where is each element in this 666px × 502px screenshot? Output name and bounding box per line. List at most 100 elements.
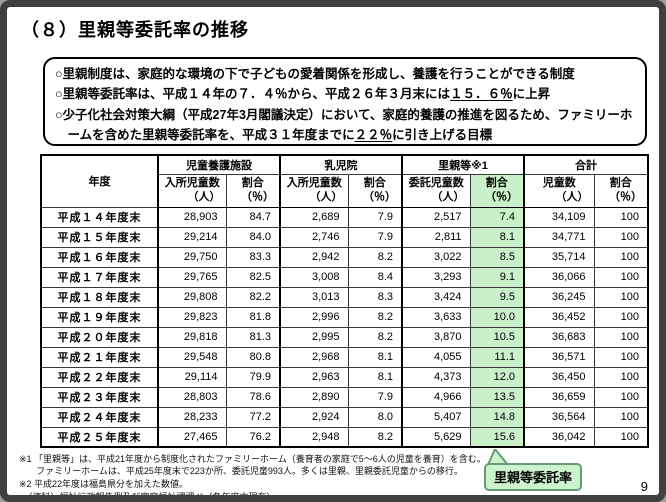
data-value-cell: 2,996: [279, 306, 349, 328]
header-g4-count: 児童数 （人）: [523, 173, 595, 208]
data-value-cell: 2,942: [279, 246, 349, 268]
data-value-cell: 34,771: [523, 226, 595, 248]
data-value-cell: 36,245: [523, 286, 595, 308]
foster-rate-table: 年度 児童養護施設 乳児院 里親等※1 合計 入所児童数 （人） 割合 （％） 入所…: [40, 154, 649, 448]
data-value-cell: 36,066: [523, 266, 595, 288]
row-year-label: 平成２３年度末: [40, 386, 159, 408]
table-row: 平成２０年度末 29,818 81.3 2,995 8.2 3,870 10.5 36,683…: [40, 326, 649, 348]
table-row: 平成１６年度末 29,750 83.3 2,942 8.2 3,022 8.5 35,714 1…: [40, 246, 649, 268]
foster-rate-callout: 里親等委託率: [484, 463, 583, 491]
data-value-cell: 100: [593, 326, 649, 348]
table-row: 平成１８年度末 29,808 82.2 3,013 8.3 3,424 9.5 36,245 1…: [40, 286, 649, 308]
data-value-cell: 2,811: [401, 226, 471, 248]
data-value-cell: 83.3: [225, 246, 281, 268]
data-value-cell: 8.2: [347, 306, 403, 328]
data-value-cell: 100: [593, 366, 649, 388]
data-value-cell: 28,903: [157, 206, 227, 228]
summary-bullet-1: ○里親制度は、家庭的な環境の下で子どもの愛着関係を形成し、養護を行うことができる…: [55, 67, 575, 81]
foster-rate-value-cell: 9.5: [469, 286, 525, 308]
data-value-cell: 100: [593, 226, 649, 248]
data-value-cell: 2,924: [279, 406, 349, 428]
data-value-cell: 5,407: [401, 406, 471, 428]
data-value-cell: 7.9: [347, 386, 403, 408]
header-g1-count: 入所児童数 （人）: [157, 173, 227, 208]
header-g4-rate: 割合 （％）: [593, 173, 649, 208]
data-value-cell: 29,765: [157, 266, 227, 288]
data-value-cell: 2,948: [279, 426, 349, 448]
source-note: （資料）福祉行政報告例及び家庭福祉課調べ（各年度末現在）: [23, 491, 276, 502]
data-value-cell: 2,890: [279, 386, 349, 408]
header-year: 年度: [40, 154, 159, 208]
data-value-cell: 4,373: [401, 366, 471, 388]
table-row: 平成２５年度末 27,465 76.2 2,948 8.2 5,629 15.6 36,042…: [40, 426, 649, 448]
table-row: 平成１７年度末 29,765 82.5 3,008 8.4 3,293 9.1 36,066 1…: [40, 266, 649, 288]
data-value-cell: 77.2: [225, 406, 281, 428]
data-value-cell: 8.2: [347, 246, 403, 268]
foster-rate-value-cell: 14.8: [469, 406, 525, 428]
data-value-cell: 8.1: [347, 366, 403, 388]
data-value-cell: 8.2: [347, 426, 403, 448]
summary-box: ○里親制度は、家庭的な環境の下で子どもの愛着関係を形成し、養護を行うことができる…: [43, 57, 647, 146]
foster-rate-value-cell: 8.1: [469, 226, 525, 248]
table-row: 平成１４年度末 28,903 84.7 2,689 7.9 2,517 7.4 34,109 1…: [40, 206, 649, 228]
data-value-cell: 80.8: [225, 346, 281, 368]
data-value-cell: 3,424: [401, 286, 471, 308]
data-value-cell: 36,683: [523, 326, 595, 348]
data-value-cell: 29,114: [157, 366, 227, 388]
header-g2-rate: 割合 （％）: [347, 173, 403, 208]
data-value-cell: 84.7: [225, 206, 281, 228]
underlined-rate: １５．６％: [450, 87, 513, 102]
table-row: 平成１５年度末 29,214 84.0 2,746 7.9 2,811 8.1 34,771 1…: [40, 226, 649, 248]
header-g2-count: 入所児童数 （人）: [279, 173, 349, 208]
data-value-cell: 3,013: [279, 286, 349, 308]
data-value-cell: 100: [593, 286, 649, 308]
data-value-cell: 2,968: [279, 346, 349, 368]
footnote-1-line-1: ※1 「里親等」は、平成21年度から制度化されたファミリーホーム（養育者の家庭で…: [19, 454, 486, 464]
header-group-satooya: 里親等※1: [401, 154, 525, 175]
foster-rate-value-cell: 11.1: [469, 346, 525, 368]
underlined-target: ２２％: [354, 127, 393, 142]
data-value-cell: 100: [593, 246, 649, 268]
row-year-label: 平成１７年度末: [40, 266, 159, 288]
data-value-cell: 8.2: [347, 326, 403, 348]
data-value-cell: 76.2: [225, 426, 281, 448]
data-value-cell: 78.6: [225, 386, 281, 408]
table-row: 平成２２年度末 29,114 79.9 2,963 8.1 4,373 12.0 36,450…: [40, 366, 649, 388]
data-value-cell: 7.9: [347, 206, 403, 228]
data-value-cell: 82.5: [225, 266, 281, 288]
summary-bullet-2: ○里親等委託率は、平成１４年の７．４％から、平成２６年３月末には１５．６％に上昇: [55, 87, 551, 102]
data-value-cell: 5,629: [401, 426, 471, 448]
header-g3-rate-highlighted: 割合 （％）: [469, 173, 525, 208]
data-value-cell: 3,022: [401, 246, 471, 268]
data-value-cell: 36,452: [523, 306, 595, 328]
data-value-cell: 34,109: [523, 206, 595, 228]
row-year-label: 平成２０年度末: [40, 326, 159, 348]
data-value-cell: 29,548: [157, 346, 227, 368]
data-value-cell: 81.8: [225, 306, 281, 328]
foster-rate-value-cell: 13.5: [469, 386, 525, 408]
data-value-cell: 29,750: [157, 246, 227, 268]
data-value-cell: 28,803: [157, 386, 227, 408]
data-value-cell: 82.2: [225, 286, 281, 308]
data-value-cell: 35,714: [523, 246, 595, 268]
data-value-cell: 7.9: [347, 226, 403, 248]
row-year-label: 平成２４年度末: [40, 406, 159, 428]
table-row: 平成２４年度末 28,233 77.2 2,924 8.0 5,407 14.8 36,564…: [40, 406, 649, 428]
data-value-cell: 79.9: [225, 366, 281, 388]
row-year-label: 平成２５年度末: [40, 426, 159, 448]
data-value-cell: 84.0: [225, 226, 281, 248]
foster-rate-value-cell: 8.5: [469, 246, 525, 268]
row-year-label: 平成１５年度末: [40, 226, 159, 248]
data-value-cell: 3,008: [279, 266, 349, 288]
table-row: 平成２１年度末 29,548 80.8 2,968 8.1 4,055 11.1 36,571…: [40, 346, 649, 368]
foster-rate-value-cell: 10.5: [469, 326, 525, 348]
data-value-cell: 100: [593, 406, 649, 428]
data-value-cell: 2,517: [401, 206, 471, 228]
summary-bullet-3: ○少子化社会対策大綱（平成27年3月閣議決定）において、家庭的養護の推進を図るた…: [55, 107, 633, 142]
footnotes: ※1 「里親等」は、平成21年度から制度化されたファミリーホーム（養育者の家庭で…: [19, 454, 489, 502]
data-value-cell: 100: [593, 306, 649, 328]
data-value-cell: 3,293: [401, 266, 471, 288]
header-group-jidou-yougo: 児童養護施設: [157, 154, 281, 175]
row-year-label: 平成１８年度末: [40, 286, 159, 308]
